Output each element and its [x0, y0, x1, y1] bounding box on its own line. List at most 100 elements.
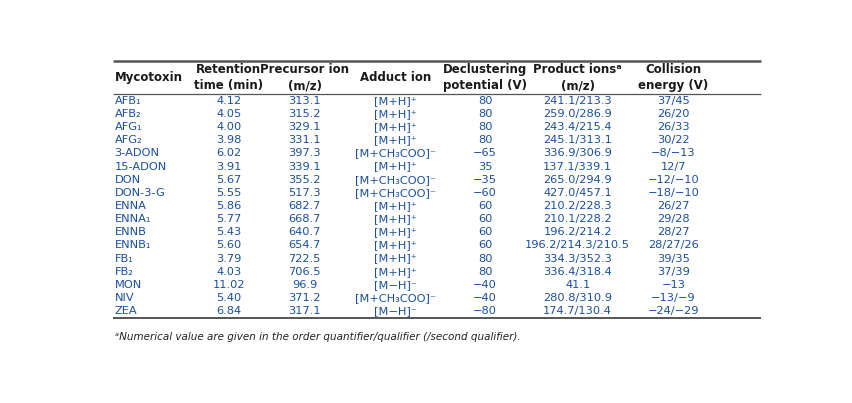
- Text: Product ionsᵃ
(m/z): Product ionsᵃ (m/z): [532, 63, 621, 92]
- Text: 96.9: 96.9: [291, 280, 317, 290]
- Text: [M+H]⁺: [M+H]⁺: [374, 227, 417, 237]
- Text: −40: −40: [473, 293, 497, 303]
- Text: 706.5: 706.5: [288, 267, 320, 277]
- Text: 3.79: 3.79: [216, 253, 241, 264]
- Text: 5.86: 5.86: [216, 201, 241, 211]
- Text: [M+H]⁺: [M+H]⁺: [374, 214, 417, 224]
- Text: AFG₂: AFG₂: [114, 135, 142, 145]
- Text: −60: −60: [473, 188, 497, 198]
- Text: 6.84: 6.84: [216, 306, 241, 316]
- Text: [M+H]⁺: [M+H]⁺: [374, 253, 417, 264]
- Text: 654.7: 654.7: [288, 241, 320, 250]
- Text: Declustering
potential (V): Declustering potential (V): [442, 63, 527, 92]
- Text: 682.7: 682.7: [288, 201, 320, 211]
- Text: 35: 35: [477, 162, 492, 172]
- Text: 210.1/228.2: 210.1/228.2: [543, 214, 611, 224]
- Text: 329.1: 329.1: [288, 122, 320, 132]
- Text: 280.8/310.9: 280.8/310.9: [543, 293, 612, 303]
- Text: NIV: NIV: [114, 293, 134, 303]
- Text: 29/28: 29/28: [656, 214, 689, 224]
- Text: 336.9/306.9: 336.9/306.9: [543, 148, 612, 158]
- Text: AFB₁: AFB₁: [114, 96, 141, 106]
- Text: 39/35: 39/35: [656, 253, 689, 264]
- Text: ZEA: ZEA: [114, 306, 137, 316]
- Text: [M+CH₃COO]⁻: [M+CH₃COO]⁻: [355, 175, 435, 185]
- Text: 80: 80: [477, 267, 492, 277]
- Text: 5.67: 5.67: [216, 175, 241, 185]
- Text: 336.4/318.4: 336.4/318.4: [543, 267, 611, 277]
- Text: 80: 80: [477, 122, 492, 132]
- Text: 6.02: 6.02: [216, 148, 241, 158]
- Text: 12/7: 12/7: [660, 162, 686, 172]
- Text: FB₁: FB₁: [114, 253, 133, 264]
- Text: 80: 80: [477, 109, 492, 119]
- Text: 397.3: 397.3: [288, 148, 320, 158]
- Text: 80: 80: [477, 135, 492, 145]
- Text: Retention
time (min): Retention time (min): [194, 63, 263, 92]
- Text: 80: 80: [477, 253, 492, 264]
- Text: 355.2: 355.2: [288, 175, 320, 185]
- Text: −8/−13: −8/−13: [650, 148, 695, 158]
- Text: 196.2/214.3/210.5: 196.2/214.3/210.5: [525, 241, 630, 250]
- Text: 80: 80: [477, 96, 492, 106]
- Text: 137.1/339.1: 137.1/339.1: [543, 162, 612, 172]
- Text: [M+H]⁺: [M+H]⁺: [374, 135, 417, 145]
- Text: 313.1: 313.1: [288, 96, 320, 106]
- Text: [M+H]⁺: [M+H]⁺: [374, 267, 417, 277]
- Text: 5.43: 5.43: [216, 227, 241, 237]
- Text: 174.7/130.4: 174.7/130.4: [543, 306, 612, 316]
- Text: [M+H]⁺: [M+H]⁺: [374, 241, 417, 250]
- Text: −40: −40: [473, 280, 497, 290]
- Text: 196.2/214.2: 196.2/214.2: [543, 227, 611, 237]
- Text: −18/−10: −18/−10: [647, 188, 699, 198]
- Text: Collision
energy (V): Collision energy (V): [637, 63, 708, 92]
- Text: Precursor ion
(m/z): Precursor ion (m/z): [260, 63, 348, 92]
- Text: 427.0/457.1: 427.0/457.1: [543, 188, 611, 198]
- Text: 210.2/228.3: 210.2/228.3: [543, 201, 611, 211]
- Text: 640.7: 640.7: [288, 227, 320, 237]
- Text: [M−H]⁻: [M−H]⁻: [374, 280, 417, 290]
- Text: Mycotoxin: Mycotoxin: [114, 71, 182, 84]
- Text: −12/−10: −12/−10: [647, 175, 699, 185]
- Text: [M−H]⁻: [M−H]⁻: [374, 306, 417, 316]
- Text: 241.1/213.3: 241.1/213.3: [543, 96, 611, 106]
- Text: 28/27: 28/27: [656, 227, 689, 237]
- Text: 60: 60: [477, 214, 492, 224]
- Text: −65: −65: [473, 148, 497, 158]
- Text: 3.98: 3.98: [216, 135, 241, 145]
- Text: 5.60: 5.60: [216, 241, 241, 250]
- Text: 26/20: 26/20: [657, 109, 689, 119]
- Text: 60: 60: [477, 241, 492, 250]
- Text: MON: MON: [114, 280, 141, 290]
- Text: ENNB₁: ENNB₁: [114, 241, 151, 250]
- Text: 331.1: 331.1: [288, 135, 320, 145]
- Text: AFG₁: AFG₁: [114, 122, 142, 132]
- Text: FB₂: FB₂: [114, 267, 133, 277]
- Text: ENNA₁: ENNA₁: [114, 214, 151, 224]
- Text: [M+H]⁺: [M+H]⁺: [374, 162, 417, 172]
- Text: 5.55: 5.55: [216, 188, 241, 198]
- Text: 4.00: 4.00: [216, 122, 241, 132]
- Text: 243.4/215.4: 243.4/215.4: [543, 122, 611, 132]
- Text: 41.1: 41.1: [564, 280, 590, 290]
- Text: 3.91: 3.91: [216, 162, 241, 172]
- Text: AFB₂: AFB₂: [114, 109, 141, 119]
- Text: −13: −13: [660, 280, 685, 290]
- Text: 722.5: 722.5: [288, 253, 320, 264]
- Text: 11.02: 11.02: [212, 280, 245, 290]
- Text: Adduct ion: Adduct ion: [360, 71, 431, 84]
- Text: 668.7: 668.7: [288, 214, 320, 224]
- Text: 5.77: 5.77: [216, 214, 241, 224]
- Text: 3-ADON: 3-ADON: [114, 148, 159, 158]
- Text: ENNA: ENNA: [114, 201, 147, 211]
- Text: [M+H]⁺: [M+H]⁺: [374, 109, 417, 119]
- Text: [M+CH₃COO]⁻: [M+CH₃COO]⁻: [355, 188, 435, 198]
- Text: 4.03: 4.03: [216, 267, 241, 277]
- Text: 28/27/26: 28/27/26: [648, 241, 698, 250]
- Text: 265.0/294.9: 265.0/294.9: [543, 175, 611, 185]
- Text: [M+CH₃COO]⁻: [M+CH₃COO]⁻: [355, 148, 435, 158]
- Text: DON-3-G: DON-3-G: [114, 188, 165, 198]
- Text: 4.05: 4.05: [216, 109, 241, 119]
- Text: 245.1/313.1: 245.1/313.1: [543, 135, 612, 145]
- Text: 517.3: 517.3: [288, 188, 320, 198]
